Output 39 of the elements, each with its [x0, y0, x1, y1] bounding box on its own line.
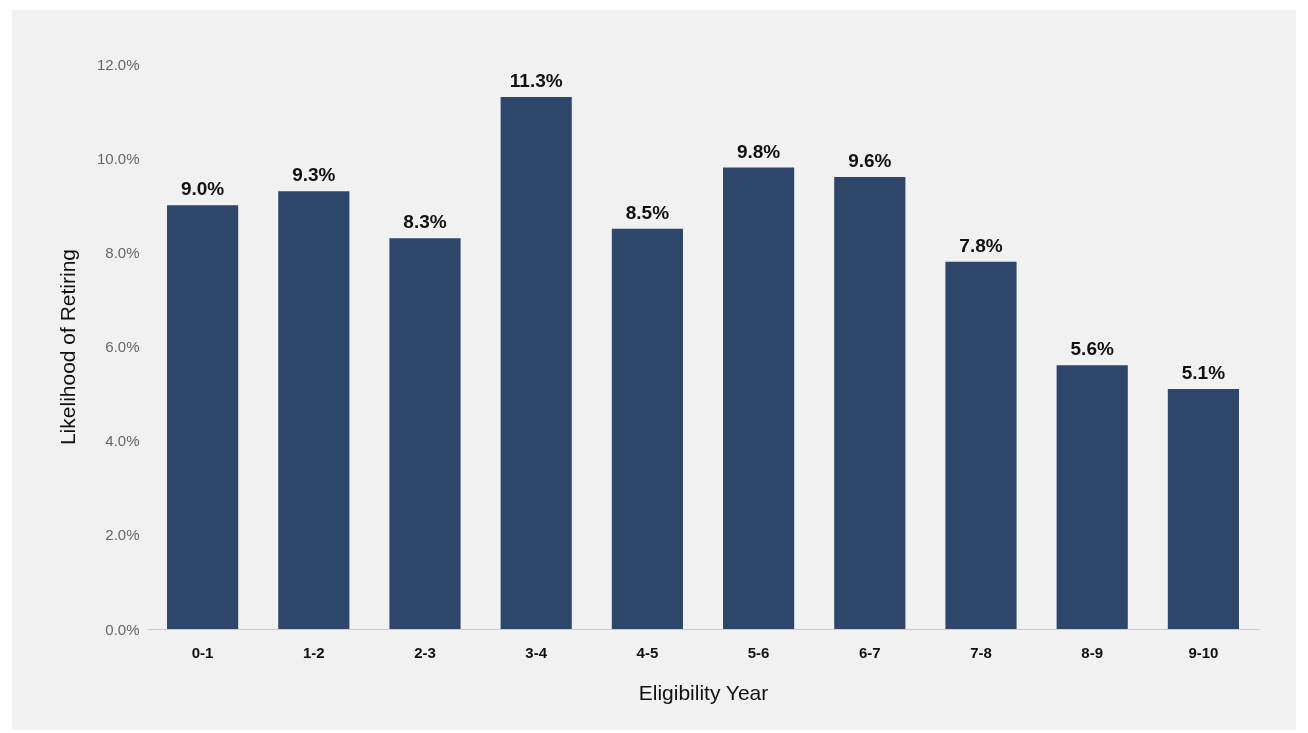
y-tick-label: 10.0%: [96, 149, 140, 167]
bar: [1056, 365, 1128, 629]
data-label: 9.0%: [180, 178, 225, 200]
data-label: 9.6%: [848, 150, 892, 171]
data-label: 8.3%: [403, 211, 447, 233]
bar: [500, 96, 572, 629]
x-tick-label: 6-7: [858, 643, 881, 661]
bar: [834, 177, 906, 629]
bar: [945, 261, 1017, 629]
y-tick-label: 2.0%: [105, 526, 140, 544]
bar: [1167, 388, 1239, 629]
x-tick-label: 4-5: [636, 643, 659, 661]
data-label: 8.5%: [625, 201, 670, 223]
bar: [389, 238, 461, 629]
x-tick-label: 0-1: [191, 643, 214, 661]
x-tick-label: 1-2: [302, 643, 325, 661]
x-tick-label: 3-4: [525, 643, 548, 661]
x-tick-label: 9-10: [1188, 643, 1219, 661]
y-tick-label: 4.0%: [105, 432, 140, 450]
x-tick-label: 5-6: [747, 643, 770, 661]
x-tick-label: 8-9: [1081, 643, 1104, 661]
data-label: 11.3%: [509, 69, 563, 91]
y-tick-label: 0.0%: [105, 620, 140, 638]
data-label: 5.1%: [1181, 361, 1226, 383]
bar: [723, 167, 795, 629]
data-label: 9.8%: [736, 140, 781, 162]
bar: [611, 228, 683, 629]
x-tick-label: 7-8: [970, 643, 992, 661]
data-label: 9.3%: [292, 164, 336, 186]
y-tick-label: 12.0%: [96, 55, 140, 73]
y-axis-title: Likelihood of Retiring: [55, 248, 79, 446]
bar: [167, 205, 239, 629]
bar: [278, 191, 350, 629]
x-axis-title: Eligibility Year: [638, 680, 769, 704]
data-label: 7.8%: [959, 234, 1003, 256]
y-tick-label: 6.0%: [105, 338, 140, 355]
x-tick-label: 2-3: [414, 643, 436, 661]
data-label: 5.6%: [1070, 338, 1114, 360]
y-tick-label: 8.0%: [105, 243, 140, 261]
